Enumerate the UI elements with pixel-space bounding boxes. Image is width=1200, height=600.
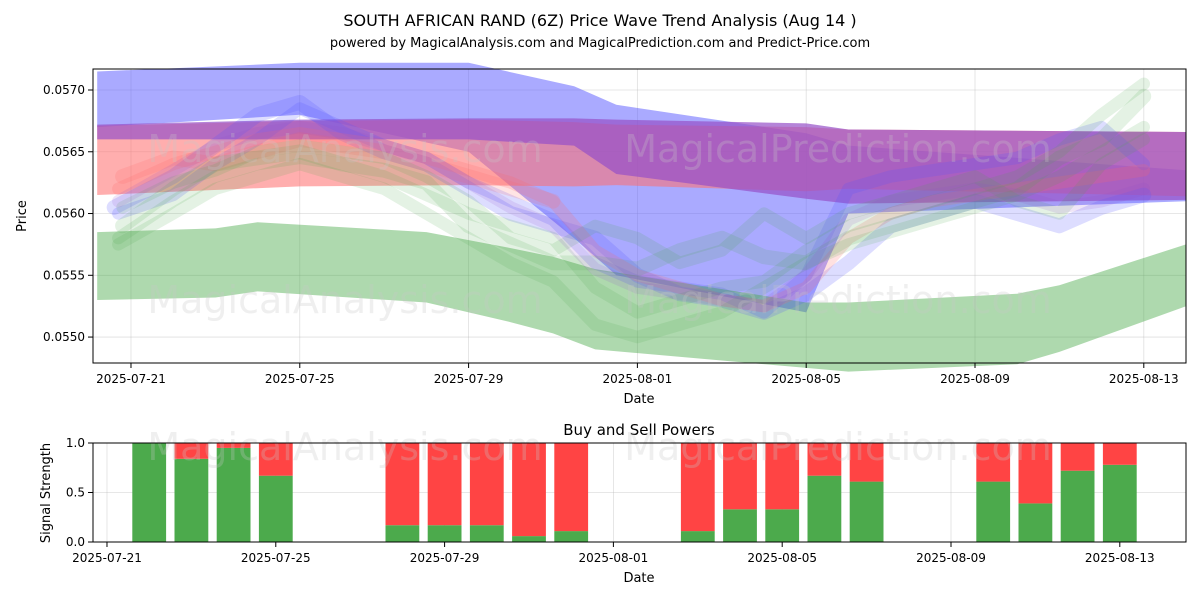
chart-title: SOUTH AFRICAN RAND (6Z) Price Wave Trend… bbox=[343, 11, 856, 30]
sell-bar bbox=[174, 443, 209, 459]
powers-x-tick-label: 2025-07-21 bbox=[72, 551, 142, 565]
watermark-prediction-mid: MagicalPrediction.com bbox=[624, 278, 1052, 322]
powers-x-tick-label: 2025-08-05 bbox=[747, 551, 817, 565]
powers-panel: Buy and Sell Powers MagicalAnalysis.com … bbox=[39, 421, 1187, 586]
buy-bar bbox=[1018, 503, 1053, 542]
powers-x-tick-label: 2025-08-13 bbox=[1085, 551, 1155, 565]
sell-bar bbox=[849, 443, 884, 482]
buy-bar bbox=[765, 509, 800, 542]
powers-bars bbox=[132, 443, 1137, 542]
price-panel: MagicalAnalysis.com MagicalPrediction.co… bbox=[15, 62, 1187, 407]
buy-bar bbox=[723, 509, 757, 542]
buy-bar bbox=[680, 531, 715, 542]
price-wave-green-7 bbox=[112, 120, 1150, 344]
price-x-tick-label: 2025-08-05 bbox=[771, 372, 841, 386]
price-x-axis-label: Date bbox=[623, 392, 654, 407]
buy-bar bbox=[1060, 470, 1095, 542]
buy-bar bbox=[258, 475, 293, 542]
powers-y-tick-label: 0.5 bbox=[66, 486, 85, 500]
price-y-tick-label: 0.0570 bbox=[43, 83, 85, 97]
buy-bar bbox=[512, 536, 546, 542]
sell-bar bbox=[1102, 443, 1137, 465]
buy-bar bbox=[216, 447, 251, 542]
price-y-tick-label: 0.0555 bbox=[43, 268, 85, 282]
powers-y-axis: 0.0 0.5 1.0 bbox=[66, 436, 93, 549]
sell-bar bbox=[976, 443, 1011, 482]
sell-bar bbox=[765, 443, 800, 510]
watermark-analysis-mid: MagicalAnalysis.com bbox=[147, 278, 542, 322]
buy-bar bbox=[554, 531, 589, 542]
buy-bar bbox=[427, 525, 462, 542]
chart-subtitle: powered by MagicalAnalysis.com and Magic… bbox=[330, 36, 870, 51]
price-wave-green-5 bbox=[112, 77, 1150, 319]
price-x-tick-label: 2025-07-29 bbox=[434, 372, 504, 386]
price-y-tick-label: 0.0560 bbox=[43, 207, 85, 221]
powers-x-tick-label: 2025-07-29 bbox=[410, 551, 480, 565]
price-y-axis: 0.0550 0.0555 0.0560 0.0565 0.0570 bbox=[43, 83, 93, 344]
price-x-tick-label: 2025-07-25 bbox=[265, 372, 335, 386]
price-wave-red-3 bbox=[115, 132, 561, 209]
powers-y-axis-label: Signal Strength bbox=[39, 443, 54, 543]
buy-bar bbox=[807, 475, 842, 542]
sell-bar bbox=[554, 443, 589, 532]
price-x-axis: 2025-07-21 2025-07-25 2025-07-29 2025-08-01… bbox=[96, 363, 1179, 386]
sell-bar bbox=[807, 443, 842, 476]
price-x-tick-label: 2025-08-09 bbox=[940, 372, 1010, 386]
sell-bar bbox=[427, 443, 462, 526]
green-band bbox=[97, 222, 1187, 372]
price-y-tick-label: 0.0550 bbox=[43, 330, 85, 344]
sell-bar bbox=[258, 443, 293, 476]
buy-bar bbox=[469, 525, 504, 542]
buy-bar bbox=[132, 443, 167, 542]
watermark-analysis-bottom: MagicalAnalysis.com bbox=[147, 425, 542, 469]
price-wave-red-2 bbox=[112, 126, 1150, 313]
powers-x-axis: 2025-07-21 2025-07-25 2025-07-29 2025-08-01… bbox=[72, 542, 1155, 565]
price-wave-green-4 bbox=[115, 88, 1152, 277]
price-x-tick-label: 2025-08-01 bbox=[603, 372, 673, 386]
buy-bar bbox=[385, 525, 420, 542]
powers-x-tick-label: 2025-07-25 bbox=[241, 551, 311, 565]
price-wave-purple-8 bbox=[112, 120, 1150, 313]
sell-bar bbox=[469, 443, 504, 526]
sell-bar bbox=[1060, 443, 1095, 471]
price-x-tick-label: 2025-07-21 bbox=[96, 372, 166, 386]
sell-bar bbox=[512, 443, 546, 537]
watermark-analysis-top: MagicalAnalysis.com bbox=[147, 127, 542, 171]
watermark-prediction-top: MagicalPrediction.com bbox=[624, 127, 1052, 171]
price-waves bbox=[106, 77, 1152, 344]
sell-bar bbox=[680, 443, 715, 532]
powers-x-tick-label: 2025-08-09 bbox=[916, 551, 986, 565]
price-x-tick-label: 2025-08-13 bbox=[1109, 372, 1179, 386]
price-y-tick-label: 0.0565 bbox=[43, 145, 85, 159]
sell-bar bbox=[216, 443, 251, 448]
price-plot-frame bbox=[92, 68, 1187, 364]
price-bands bbox=[97, 62, 1187, 372]
price-wave-green-6 bbox=[116, 133, 1150, 270]
sell-bar bbox=[385, 443, 420, 526]
powers-title: Buy and Sell Powers bbox=[563, 421, 715, 439]
buy-bar bbox=[174, 458, 209, 542]
buy-bar bbox=[976, 481, 1011, 542]
price-wave-blue-1 bbox=[112, 102, 1150, 319]
powers-y-tick-label: 0.0 bbox=[66, 535, 85, 549]
powers-x-axis-label: Date bbox=[623, 571, 654, 586]
powers-y-tick-label: 1.0 bbox=[66, 436, 85, 450]
sell-bar bbox=[723, 443, 757, 510]
watermark-prediction-bottom: MagicalPrediction.com bbox=[624, 425, 1052, 469]
sell-bar bbox=[1018, 443, 1053, 504]
buy-bar bbox=[849, 481, 884, 542]
buy-bar bbox=[1102, 464, 1137, 542]
price-y-axis-label: Price bbox=[15, 200, 30, 232]
purple-band bbox=[97, 118, 1187, 204]
powers-x-tick-label: 2025-08-01 bbox=[579, 551, 649, 565]
price-wave-blue-0 bbox=[106, 95, 1152, 320]
